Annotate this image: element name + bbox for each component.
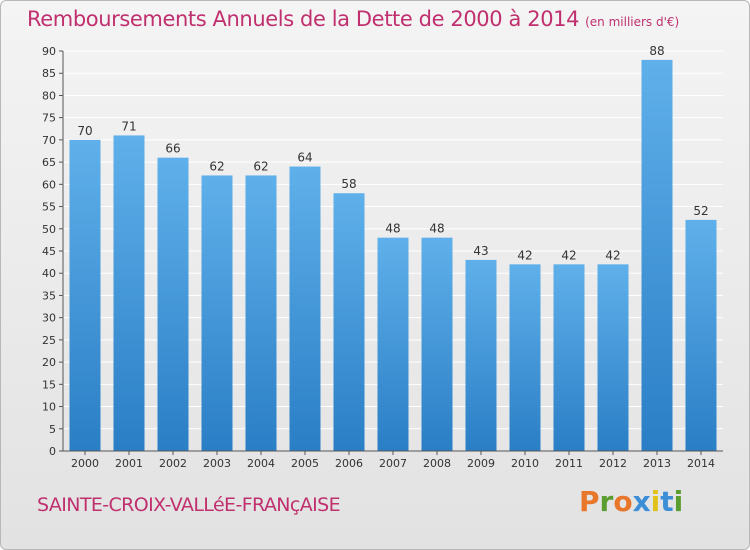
bar-2000 xyxy=(69,139,101,451)
data-label-2003: 62 xyxy=(209,159,224,173)
logo-letter: t xyxy=(660,485,674,518)
logo-letter: P xyxy=(579,485,600,518)
x-tick-label-2009: 2009 xyxy=(467,457,495,470)
y-tick-label: 70 xyxy=(42,134,56,147)
y-tick-label: 45 xyxy=(42,245,56,258)
logo-letter: o xyxy=(613,485,633,518)
data-label-2005: 64 xyxy=(297,151,312,165)
y-tick-label: 35 xyxy=(42,289,56,302)
y-tick-label: 85 xyxy=(42,67,56,80)
bar-2006 xyxy=(333,193,365,451)
y-tick-label: 15 xyxy=(42,378,56,391)
data-label-2004: 62 xyxy=(253,159,268,173)
data-label-2010: 42 xyxy=(517,248,532,262)
bar-2012 xyxy=(597,264,629,451)
logo-letter: i xyxy=(650,485,661,518)
chart-unit: (en milliers d'€) xyxy=(585,15,680,29)
logo-letter: x xyxy=(632,485,651,518)
logo-letter: r xyxy=(599,485,614,518)
y-tick-label: 20 xyxy=(42,356,56,369)
x-tick-label-2014: 2014 xyxy=(687,457,715,470)
x-tick-label-2003: 2003 xyxy=(203,457,231,470)
data-label-2009: 43 xyxy=(473,244,488,258)
y-tick-label: 30 xyxy=(42,312,56,325)
y-tick-label: 90 xyxy=(42,45,56,58)
data-label-2014: 52 xyxy=(693,204,708,218)
bar-2001 xyxy=(113,135,145,451)
x-tick-label-2007: 2007 xyxy=(379,457,407,470)
x-tick-label-2004: 2004 xyxy=(247,457,275,470)
proxiti-logo: Proxiti xyxy=(579,485,683,518)
x-tick-label-2005: 2005 xyxy=(291,457,319,470)
x-tick-label-2008: 2008 xyxy=(423,457,451,470)
y-tick-label: 75 xyxy=(42,112,56,125)
y-tick-label: 50 xyxy=(42,223,56,236)
y-tick-label: 60 xyxy=(42,178,56,191)
x-tick-label-2001: 2001 xyxy=(115,457,143,470)
data-label-2001: 71 xyxy=(121,119,136,133)
bar-2013 xyxy=(641,59,673,452)
bar-2007 xyxy=(377,237,409,451)
data-label-2006: 58 xyxy=(341,177,356,191)
data-label-2012: 42 xyxy=(605,248,620,262)
chart-title: Remboursements Annuels de la Dette de 20… xyxy=(27,7,679,31)
x-tick-label-2011: 2011 xyxy=(555,457,583,470)
bar-2008 xyxy=(421,237,453,451)
bar-2011 xyxy=(553,264,585,451)
bar-2002 xyxy=(157,157,189,451)
bar-2014 xyxy=(685,219,717,451)
data-label-2011: 42 xyxy=(561,248,576,262)
data-label-2008: 48 xyxy=(429,222,444,236)
x-tick-label-2010: 2010 xyxy=(511,457,539,470)
bar-2005 xyxy=(289,166,321,452)
bar-2010 xyxy=(509,264,541,451)
x-tick-label-2012: 2012 xyxy=(599,457,627,470)
data-label-2000: 70 xyxy=(77,124,92,138)
y-tick-label: 55 xyxy=(42,201,56,214)
x-tick-label-2013: 2013 xyxy=(643,457,671,470)
commune-name: SAINTE-CROIX-VALLéE-FRANçAISE xyxy=(37,494,341,516)
bar-2009 xyxy=(465,259,497,451)
y-tick-label: 80 xyxy=(42,89,56,102)
y-tick-label: 5 xyxy=(49,423,56,436)
chart-title-text: Remboursements Annuels de la Dette de 20… xyxy=(27,7,580,31)
bar-2004 xyxy=(245,175,277,451)
y-tick-label: 40 xyxy=(42,267,56,280)
data-label-2007: 48 xyxy=(385,222,400,236)
y-tick-label: 10 xyxy=(42,401,56,414)
y-tick-label: 0 xyxy=(49,445,56,458)
data-label-2013: 88 xyxy=(649,44,664,58)
x-tick-label-2000: 2000 xyxy=(71,457,99,470)
x-tick-label-2002: 2002 xyxy=(159,457,187,470)
y-tick-label: 65 xyxy=(42,156,56,169)
logo-letter: i xyxy=(673,485,684,518)
bar-2003 xyxy=(201,175,233,451)
data-label-2002: 66 xyxy=(165,142,180,156)
y-tick-label: 25 xyxy=(42,334,56,347)
x-tick-label-2006: 2006 xyxy=(335,457,363,470)
